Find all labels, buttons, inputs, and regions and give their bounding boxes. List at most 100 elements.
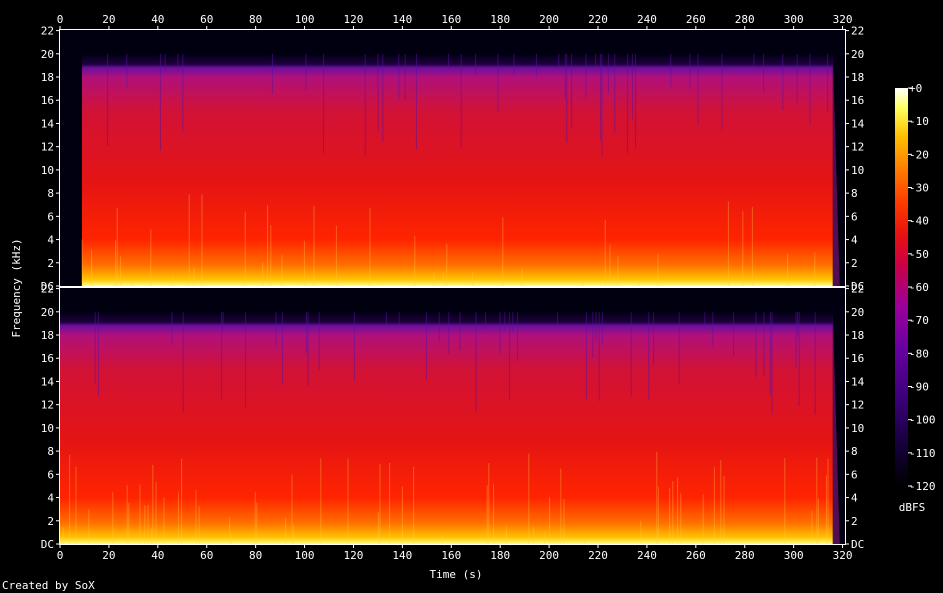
- y-tick-label: 4: [851, 492, 858, 505]
- y-tick-label: 16: [41, 94, 54, 107]
- colorbar-tick-label: -70: [909, 314, 929, 327]
- x-tick-label: 300: [784, 13, 804, 26]
- x-tick-label: 0: [57, 13, 64, 26]
- x-tick-label: 80: [249, 549, 262, 562]
- x-tick-label: 100: [295, 13, 315, 26]
- y-tick-label: 14: [41, 117, 55, 130]
- spectrogram-energy: [60, 311, 833, 544]
- y-tick-label: 4: [47, 234, 54, 247]
- x-tick-label: 220: [588, 13, 608, 26]
- x-tick-label: 260: [686, 549, 706, 562]
- y-tick-label: 6: [47, 468, 54, 481]
- y-tick-label: 12: [851, 399, 864, 412]
- plot-frame: [59, 287, 846, 545]
- y-tick-label: 18: [41, 71, 54, 84]
- x-tick-label: 120: [344, 13, 364, 26]
- y-tick-label: 2: [47, 257, 54, 270]
- y-tick-label: 22: [851, 25, 864, 38]
- x-tick-label: 100: [295, 549, 315, 562]
- y-tick-label: 18: [41, 329, 54, 342]
- y-tick-label: 16: [851, 352, 864, 365]
- colorbar: +0 -10 -20 -30 -40 -50 -60 -70 -80 -90 -100 -110 -12…: [895, 82, 936, 493]
- y-tick-label: 2: [851, 257, 858, 270]
- spectrogram-channel-1: [59, 29, 846, 287]
- x-tick-label: 240: [637, 13, 657, 26]
- colorbar-tick-label: -120: [909, 480, 936, 493]
- plot-frame: [59, 29, 846, 287]
- x-tick-label: 200: [539, 549, 559, 562]
- footer-credit: Created by SoX: [2, 579, 95, 592]
- colorbar-tick-label: +0: [909, 82, 922, 95]
- x-tick-label: 120: [344, 549, 364, 562]
- y-tick-label: 10: [851, 422, 864, 435]
- y-tick-label: 12: [41, 399, 54, 412]
- y-tick-label: 18: [851, 329, 864, 342]
- y-tick-label: 16: [851, 94, 864, 107]
- colorbar-tick-label: -100: [909, 414, 936, 427]
- colorbar-gradient: [895, 88, 908, 486]
- x-tick-label: 320: [833, 549, 853, 562]
- y-tick-label: 8: [47, 445, 54, 458]
- x-tick-label: 200: [539, 13, 559, 26]
- x-tick-label: 180: [490, 13, 510, 26]
- spectrogram-tail: [832, 53, 840, 287]
- x-tick-label: 40: [151, 13, 164, 26]
- colorbar-tick-label: -80: [909, 347, 929, 360]
- x-tick-label: 240: [637, 549, 657, 562]
- y-tick-label: 20: [851, 48, 864, 61]
- x-tick-label: 300: [784, 549, 804, 562]
- x-tick-label: 0: [57, 549, 64, 562]
- y-tick-label: 8: [47, 187, 54, 200]
- y-tick-label: 8: [851, 187, 858, 200]
- x-axis-label: Time (s): [430, 568, 483, 581]
- y-axis-label: Frequency (kHz): [10, 238, 23, 337]
- y-tick-label: 20: [851, 306, 864, 319]
- y-tick-label: 14: [41, 375, 55, 388]
- y-tick-label: 8: [851, 445, 858, 458]
- y-tick-label: DC: [851, 538, 864, 551]
- colorbar-tick-label: -50: [909, 248, 929, 261]
- colorbar-tick-label: -60: [909, 281, 929, 294]
- x-tick-label: 180: [490, 549, 510, 562]
- y-tick-label: 10: [851, 164, 864, 177]
- x-tick-label: 260: [686, 13, 706, 26]
- y-tick-label: 12: [41, 141, 54, 154]
- y-tick-label: 22: [851, 283, 864, 296]
- y-tick-label: 10: [41, 164, 54, 177]
- y-tick-label: 6: [851, 468, 858, 481]
- x-tick-label: 60: [200, 549, 213, 562]
- colorbar-tick-label: -90: [909, 381, 929, 394]
- colorbar-tick-label: -110: [909, 447, 936, 460]
- y-tick-label: 20: [41, 306, 54, 319]
- y-tick-label: 2: [851, 515, 858, 528]
- x-tick-label: 280: [735, 13, 755, 26]
- x-tick-label: 20: [102, 549, 115, 562]
- y-tick-label: 14: [851, 375, 865, 388]
- x-tick-label: 60: [200, 13, 213, 26]
- x-tick-label: 220: [588, 549, 608, 562]
- y-tick-label: 16: [41, 352, 54, 365]
- x-tick-label: 80: [249, 13, 262, 26]
- y-tick-label: 20: [41, 48, 54, 61]
- x-tick-label: 280: [735, 549, 755, 562]
- y-tick-label: 14: [851, 117, 865, 130]
- colorbar-tick-label: -30: [909, 182, 929, 195]
- spectrogram-energy: [82, 53, 833, 287]
- x-tick-label: 320: [833, 13, 853, 26]
- colorbar-tick-label: -10: [909, 115, 929, 128]
- y-tick-label: 12: [851, 141, 864, 154]
- y-tick-label: 4: [851, 234, 858, 247]
- x-tick-label: 140: [392, 13, 412, 26]
- y-tick-label: DC: [41, 280, 54, 293]
- colorbar-tick-label: -40: [909, 215, 929, 228]
- x-tick-label: 160: [441, 549, 461, 562]
- colorbar-label: dBFS: [899, 501, 926, 514]
- y-tick-label: 4: [47, 492, 54, 505]
- y-tick-label: 6: [851, 210, 858, 223]
- y-tick-label: 22: [41, 283, 54, 296]
- y-tick-label: 2: [47, 515, 54, 528]
- y-tick-label: 18: [851, 71, 864, 84]
- y-tick-label: DC: [41, 538, 54, 551]
- spectrogram-channel-2: [59, 287, 846, 545]
